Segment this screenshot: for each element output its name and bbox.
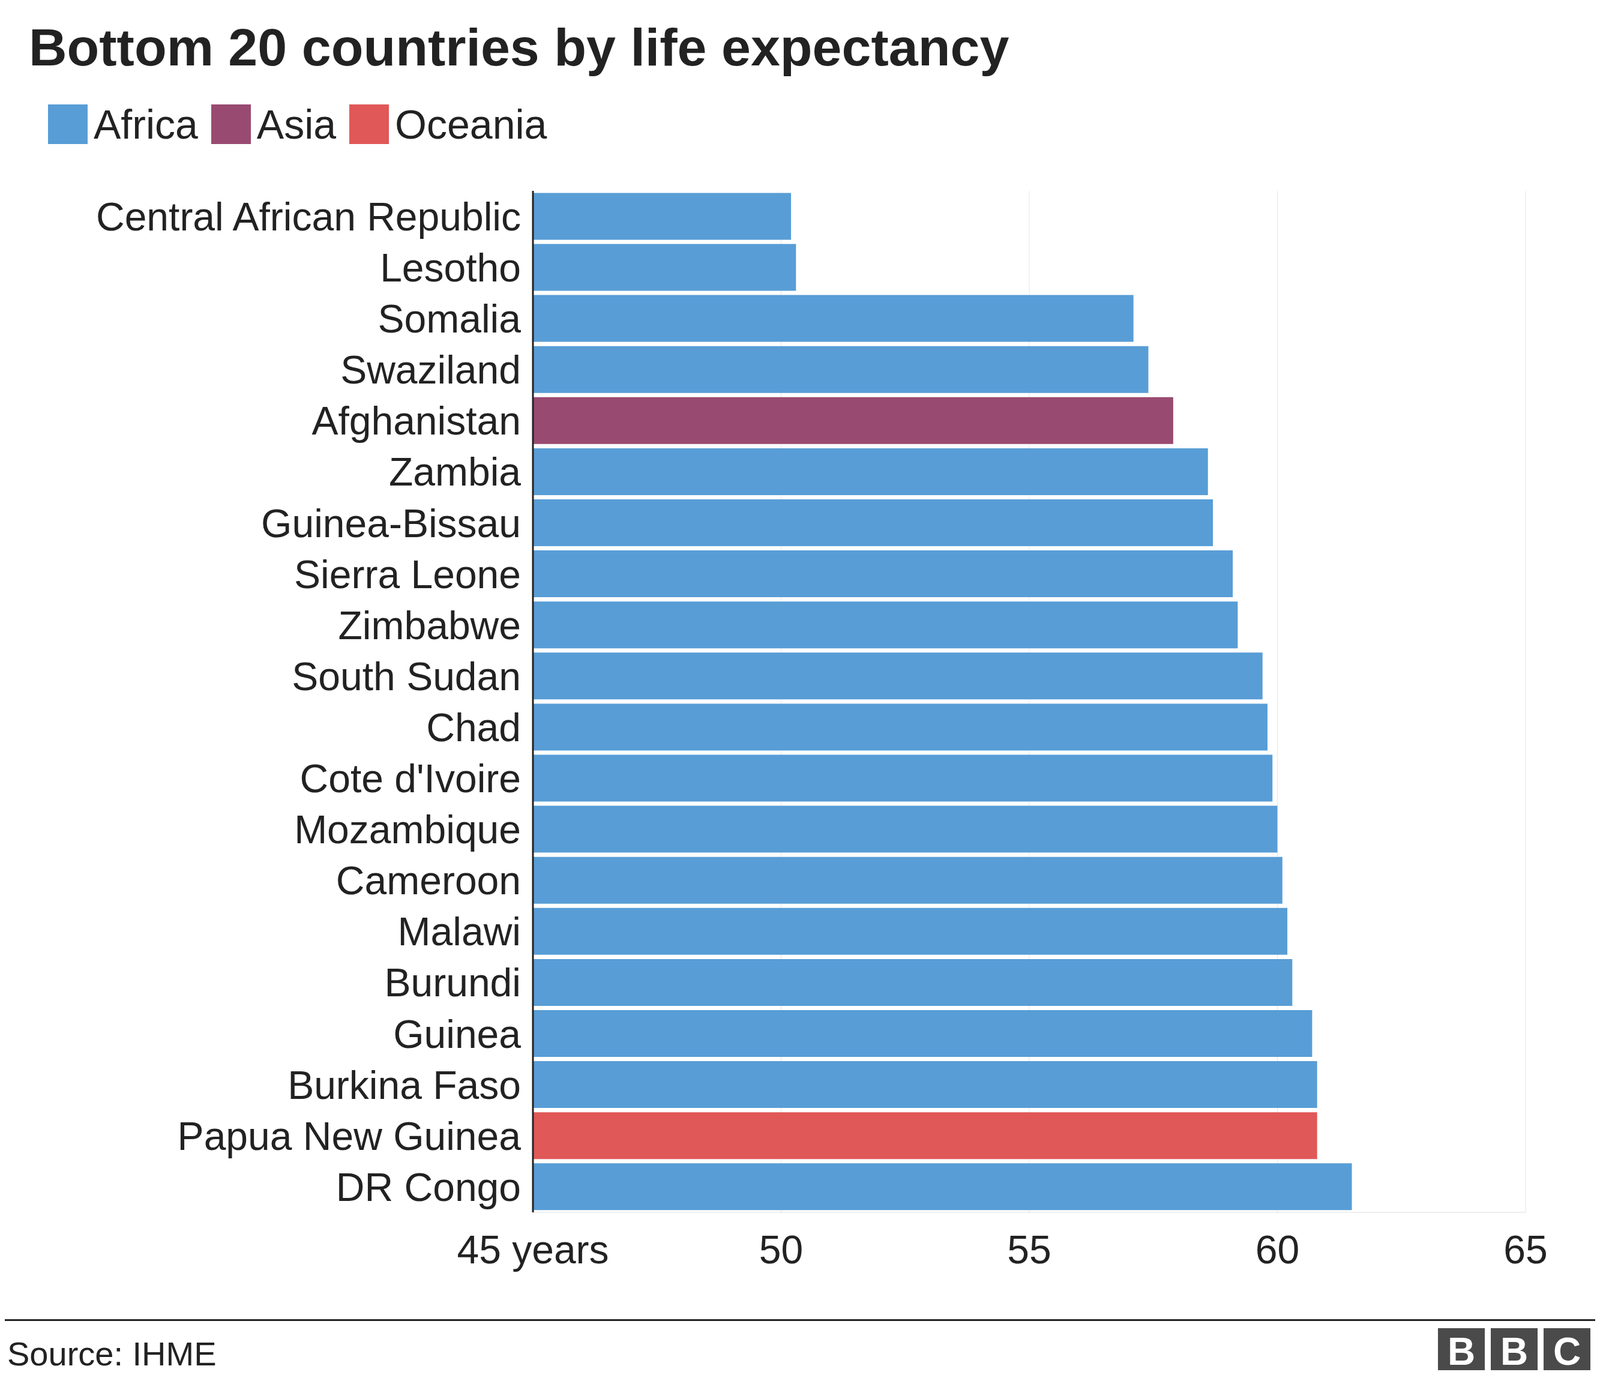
html-text:B: B bbox=[1447, 1329, 1476, 1374]
html-text:Bottom 20 countries by life ex: Bottom 20 countries by life expectancy bbox=[28, 17, 1010, 77]
svg-text:60: 60 bbox=[1255, 1227, 1300, 1272]
svg-text:Malawi: Malawi bbox=[397, 909, 521, 954]
svg-text:DR Congo: DR Congo bbox=[336, 1164, 521, 1210]
html-text:B: B bbox=[1500, 1329, 1529, 1374]
svg-text:Guinea: Guinea bbox=[393, 1011, 521, 1057]
svg-text:Mozambique: Mozambique bbox=[294, 807, 521, 852]
svg-text:Burundi: Burundi bbox=[384, 960, 522, 1005]
html-text:Oceania: Oceania bbox=[394, 101, 547, 148]
svg-text:Swaziland: Swaziland bbox=[340, 347, 521, 392]
svg-text:Sierra Leone: Sierra Leone bbox=[294, 552, 521, 597]
html-text:Africa: Africa bbox=[93, 101, 198, 148]
svg-text:Papua New Guinea: Papua New Guinea bbox=[177, 1113, 522, 1159]
html-text:C: C bbox=[1553, 1329, 1581, 1374]
svg-text:55: 55 bbox=[1007, 1227, 1051, 1272]
svg-text:45 years: 45 years bbox=[456, 1227, 609, 1272]
svg-text:Burkina Faso: Burkina Faso bbox=[287, 1062, 521, 1108]
svg-text:Chad: Chad bbox=[426, 705, 521, 750]
svg-text:Zimbabwe: Zimbabwe bbox=[338, 603, 521, 648]
svg-text:Cote d'Ivoire: Cote d'Ivoire bbox=[300, 756, 521, 801]
svg-text:50: 50 bbox=[759, 1227, 804, 1272]
html-text:Source: IHME: Source: IHME bbox=[7, 1334, 217, 1373]
svg-text:Central African Republic: Central African Republic bbox=[96, 194, 521, 239]
svg-text:Cameroon: Cameroon bbox=[336, 858, 521, 903]
svg-text:Zambia: Zambia bbox=[388, 449, 521, 494]
svg-text:Guinea-Bissau: Guinea-Bissau bbox=[261, 501, 521, 546]
svg-text:Lesotho: Lesotho bbox=[379, 245, 521, 290]
html-text:Asia: Asia bbox=[256, 101, 337, 148]
svg-text:South Sudan: South Sudan bbox=[291, 654, 521, 699]
svg-text:Somalia: Somalia bbox=[378, 296, 522, 341]
svg-text:Afghanistan: Afghanistan bbox=[311, 398, 521, 443]
svg-text:65: 65 bbox=[1503, 1227, 1548, 1272]
